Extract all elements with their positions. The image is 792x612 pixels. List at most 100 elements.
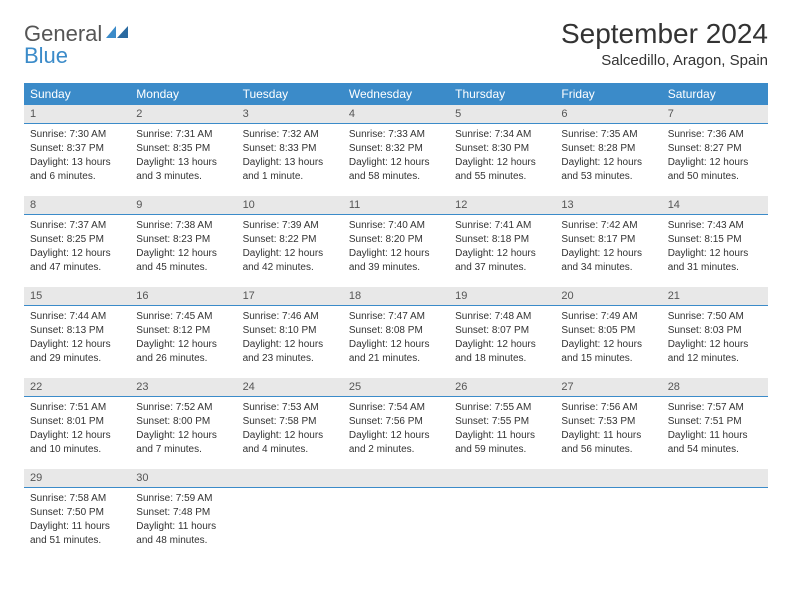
- day-cell: Sunrise: 7:38 AMSunset: 8:23 PMDaylight:…: [130, 215, 236, 288]
- day-cell: Sunrise: 7:49 AMSunset: 8:05 PMDaylight:…: [555, 306, 661, 379]
- day-cell: Sunrise: 7:52 AMSunset: 8:00 PMDaylight:…: [130, 397, 236, 470]
- sunrise-text: Sunrise: 7:56 AM: [561, 401, 655, 415]
- data-row: Sunrise: 7:30 AMSunset: 8:37 PMDaylight:…: [24, 124, 768, 197]
- sunrise-text: Sunrise: 7:33 AM: [349, 128, 443, 142]
- sunrise-text: Sunrise: 7:55 AM: [455, 401, 549, 415]
- daylight-text: Daylight: 12 hours and 7 minutes.: [136, 429, 230, 457]
- daylight-text: Daylight: 12 hours and 21 minutes.: [349, 338, 443, 366]
- sunset-text: Sunset: 8:18 PM: [455, 233, 549, 247]
- sunset-text: Sunset: 8:25 PM: [30, 233, 124, 247]
- sunset-text: Sunset: 8:33 PM: [243, 142, 337, 156]
- day-cell: Sunrise: 7:46 AMSunset: 8:10 PMDaylight:…: [237, 306, 343, 379]
- sunset-text: Sunset: 7:55 PM: [455, 415, 549, 429]
- sunset-text: Sunset: 8:35 PM: [136, 142, 230, 156]
- sunset-text: Sunset: 8:08 PM: [349, 324, 443, 338]
- daylight-text: Daylight: 11 hours and 54 minutes.: [668, 429, 762, 457]
- daylight-text: Daylight: 12 hours and 2 minutes.: [349, 429, 443, 457]
- day-cell: Sunrise: 7:34 AMSunset: 8:30 PMDaylight:…: [449, 124, 555, 197]
- sunrise-text: Sunrise: 7:40 AM: [349, 219, 443, 233]
- day-number: [343, 469, 449, 488]
- sunrise-text: Sunrise: 7:34 AM: [455, 128, 549, 142]
- day-number: 6: [555, 105, 661, 124]
- daylight-text: Daylight: 11 hours and 59 minutes.: [455, 429, 549, 457]
- day-number: 15: [24, 287, 130, 306]
- sunrise-text: Sunrise: 7:31 AM: [136, 128, 230, 142]
- sunset-text: Sunset: 8:28 PM: [561, 142, 655, 156]
- day-number: 13: [555, 196, 661, 215]
- sunset-text: Sunset: 7:48 PM: [136, 506, 230, 520]
- day-cell: Sunrise: 7:40 AMSunset: 8:20 PMDaylight:…: [343, 215, 449, 288]
- day-number: 12: [449, 196, 555, 215]
- day-cell: [449, 488, 555, 561]
- weekday-header: Thursday: [449, 83, 555, 105]
- daylight-text: Daylight: 13 hours and 6 minutes.: [30, 156, 124, 184]
- daynum-row: 15161718192021: [24, 287, 768, 306]
- day-number: 14: [662, 196, 768, 215]
- daylight-text: Daylight: 12 hours and 50 minutes.: [668, 156, 762, 184]
- sunset-text: Sunset: 8:22 PM: [243, 233, 337, 247]
- day-cell: Sunrise: 7:31 AMSunset: 8:35 PMDaylight:…: [130, 124, 236, 197]
- day-number: 1: [24, 105, 130, 124]
- weekday-header-row: SundayMondayTuesdayWednesdayThursdayFrid…: [24, 83, 768, 105]
- calendar-table: SundayMondayTuesdayWednesdayThursdayFrid…: [24, 83, 768, 560]
- day-number: 3: [237, 105, 343, 124]
- day-cell: Sunrise: 7:41 AMSunset: 8:18 PMDaylight:…: [449, 215, 555, 288]
- header: General Blue September 2024 Salcedillo, …: [24, 18, 768, 69]
- day-number: 24: [237, 378, 343, 397]
- sunset-text: Sunset: 8:23 PM: [136, 233, 230, 247]
- sunset-text: Sunset: 7:53 PM: [561, 415, 655, 429]
- sunset-text: Sunset: 7:58 PM: [243, 415, 337, 429]
- sunrise-text: Sunrise: 7:44 AM: [30, 310, 124, 324]
- day-number: [449, 469, 555, 488]
- sunrise-text: Sunrise: 7:59 AM: [136, 492, 230, 506]
- data-row: Sunrise: 7:51 AMSunset: 8:01 PMDaylight:…: [24, 397, 768, 470]
- day-cell: Sunrise: 7:42 AMSunset: 8:17 PMDaylight:…: [555, 215, 661, 288]
- sunrise-text: Sunrise: 7:48 AM: [455, 310, 549, 324]
- sunrise-text: Sunrise: 7:32 AM: [243, 128, 337, 142]
- day-number: 16: [130, 287, 236, 306]
- sunset-text: Sunset: 8:05 PM: [561, 324, 655, 338]
- data-row: Sunrise: 7:37 AMSunset: 8:25 PMDaylight:…: [24, 215, 768, 288]
- day-number: [662, 469, 768, 488]
- daylight-text: Daylight: 12 hours and 18 minutes.: [455, 338, 549, 366]
- sunrise-text: Sunrise: 7:39 AM: [243, 219, 337, 233]
- sunset-text: Sunset: 8:32 PM: [349, 142, 443, 156]
- sunrise-text: Sunrise: 7:47 AM: [349, 310, 443, 324]
- daylight-text: Daylight: 11 hours and 48 minutes.: [136, 520, 230, 548]
- daylight-text: Daylight: 12 hours and 39 minutes.: [349, 247, 443, 275]
- data-row: Sunrise: 7:44 AMSunset: 8:13 PM Daylight:…: [24, 306, 768, 379]
- sunset-text: Sunset: 8:03 PM: [668, 324, 762, 338]
- sunset-text: Sunset: 7:51 PM: [668, 415, 762, 429]
- day-cell: Sunrise: 7:58 AMSunset: 7:50 PMDaylight:…: [24, 488, 130, 561]
- daylight-text: Daylight: 13 hours and 1 minute.: [243, 156, 337, 184]
- day-number: 21: [662, 287, 768, 306]
- day-cell: Sunrise: 7:50 AMSunset: 8:03 PMDaylight:…: [662, 306, 768, 379]
- day-cell: Sunrise: 7:45 AMSunset: 8:12 PMDaylight:…: [130, 306, 236, 379]
- day-number: 8: [24, 196, 130, 215]
- sunrise-text: Sunrise: 7:35 AM: [561, 128, 655, 142]
- day-number: 17: [237, 287, 343, 306]
- day-number: 11: [343, 196, 449, 215]
- logo: General Blue: [24, 24, 130, 68]
- sunset-text: Sunset: 8:27 PM: [668, 142, 762, 156]
- sunrise-text: Sunrise: 7:36 AM: [668, 128, 762, 142]
- sunset-text: Sunset: 7:50 PM: [30, 506, 124, 520]
- day-number: 2: [130, 105, 236, 124]
- day-cell: [555, 488, 661, 561]
- sunrise-text: Sunrise: 7:45 AM: [136, 310, 230, 324]
- day-number: 30: [130, 469, 236, 488]
- day-cell: Sunrise: 7:56 AMSunset: 7:53 PMDaylight:…: [555, 397, 661, 470]
- sunrise-text: Sunrise: 7:30 AM: [30, 128, 124, 142]
- day-number: 7: [662, 105, 768, 124]
- sunrise-text: Sunrise: 7:43 AM: [668, 219, 762, 233]
- day-number: 10: [237, 196, 343, 215]
- daylight-text: Daylight: 12 hours and 58 minutes.: [349, 156, 443, 184]
- day-number: 22: [24, 378, 130, 397]
- sunset-text: Sunset: 8:00 PM: [136, 415, 230, 429]
- weekday-header: Friday: [555, 83, 661, 105]
- day-cell: Sunrise: 7:51 AMSunset: 8:01 PMDaylight:…: [24, 397, 130, 470]
- day-cell: Sunrise: 7:30 AMSunset: 8:37 PMDaylight:…: [24, 124, 130, 197]
- sunset-text: Sunset: 8:15 PM: [668, 233, 762, 247]
- day-number: 26: [449, 378, 555, 397]
- sunset-text: Sunset: 8:13 PM: [30, 324, 124, 338]
